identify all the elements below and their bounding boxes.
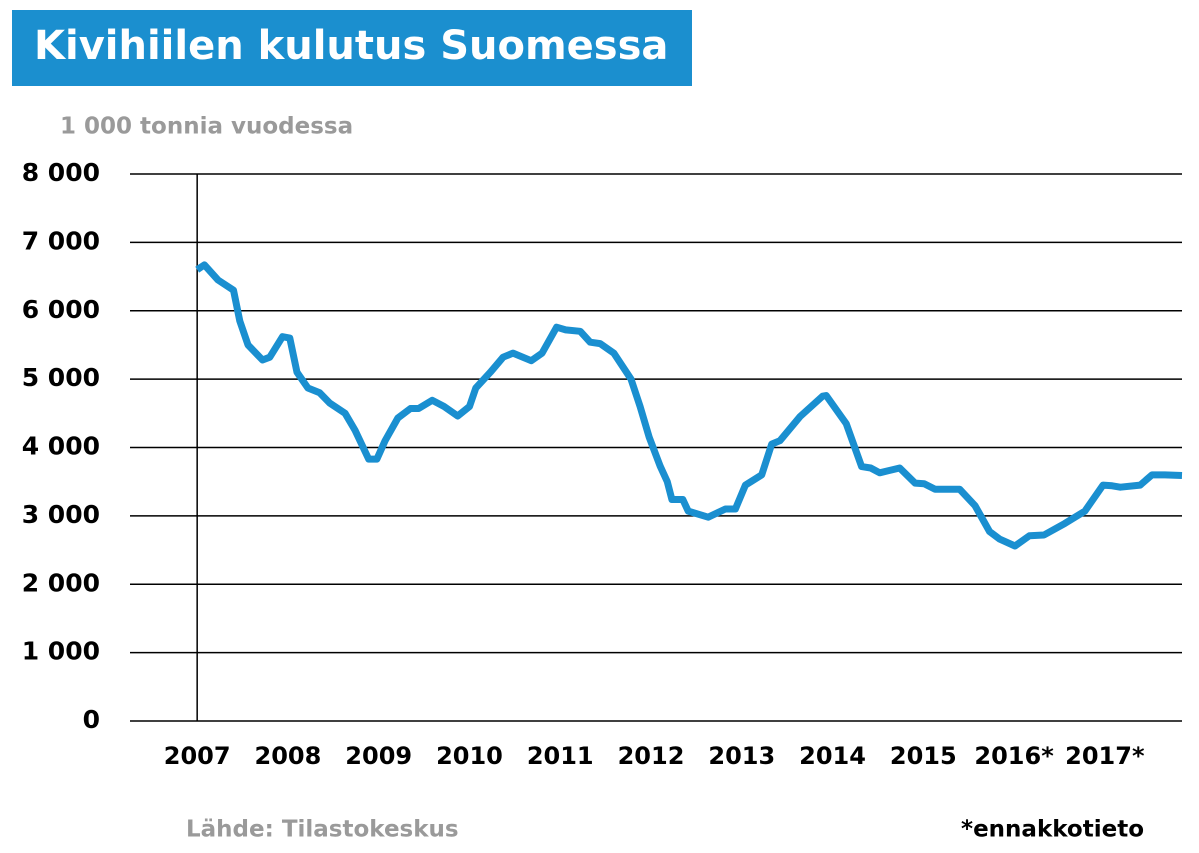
note: *ennakkotieto [961,817,1144,843]
y-tick-label: 3 000 [22,500,100,529]
subtitle: 1 000 tonnia vuodessa [60,114,353,140]
y-tick-label: 5 000 [22,363,100,392]
y-tick-label: 7 000 [22,226,100,255]
x-tick-label: 2007 [164,742,231,770]
x-tick-label: 2014 [799,742,866,770]
x-tick-label: 2009 [345,742,412,770]
source: Lähde: Tilastokeskus [186,817,459,843]
y-tick-label: 2 000 [22,568,100,597]
x-tick-label: 2017* [1065,742,1145,770]
x-tick-label: 2013 [708,742,775,770]
y-tick-label: 4 000 [22,432,100,461]
y-tick-label: 6 000 [22,295,100,324]
x-tick-label: 2016* [974,742,1054,770]
y-tick-label: 0 [83,705,100,734]
y-tick-label: 1 000 [22,637,100,666]
x-tick-label: 2010 [436,742,503,770]
x-tick-label: 2015 [890,742,957,770]
x-tick-label: 2008 [255,742,322,770]
chart-title: Kivihiilen kulutus Suomessa [34,23,668,69]
data-line [195,261,1183,550]
x-tick-label: 2012 [618,742,685,770]
title-box [12,10,692,86]
y-tick-label: 8 000 [22,158,100,187]
x-tick-label: 2011 [527,742,594,770]
